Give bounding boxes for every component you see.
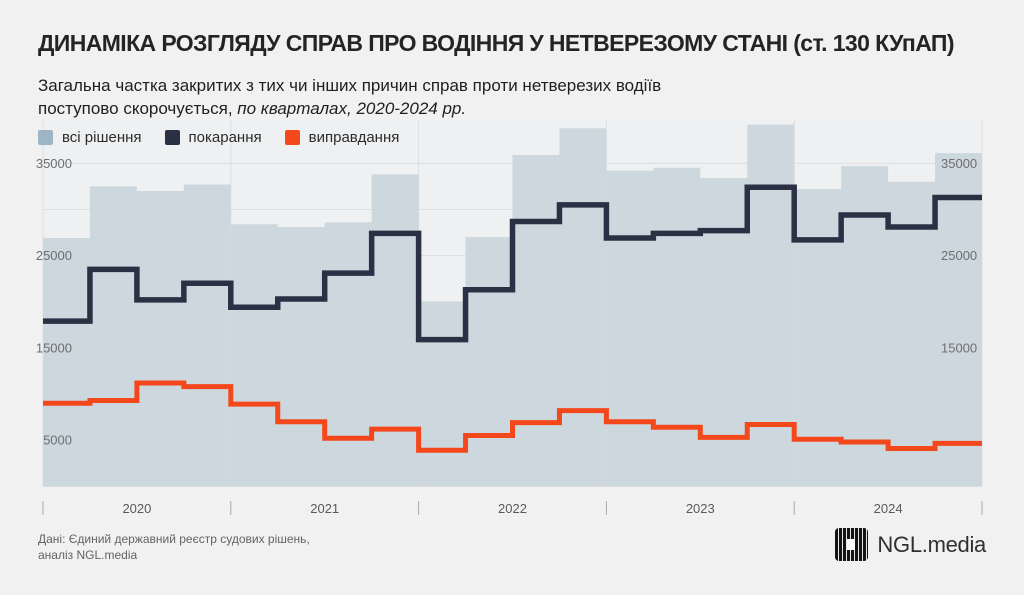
legend-label: виправдання <box>308 129 400 146</box>
y-tick-label: 35000 <box>36 156 72 171</box>
legend-label: всі рішення <box>62 129 142 146</box>
subtitle-line1: Загальна частка закритих з тих чи інших … <box>38 76 662 95</box>
x-tick-label: 2020 <box>122 501 151 516</box>
data-source-note: Дані: Єдиний державний реєстр судових рі… <box>38 531 310 563</box>
x-axis: 2020 2021 2022 2023 2024 <box>42 501 983 516</box>
page-title: ДИНАМІКА РОЗГЛЯДУ СПРАВ ПРО ВОДІННЯ У НЕ… <box>38 30 955 56</box>
line-acquittals <box>43 380 982 453</box>
chart-subtitle: Загальна частка закритих з тих чи інших … <box>38 74 798 120</box>
y-tick-label: 5000 <box>43 433 72 448</box>
x-tick-label: 2023 <box>686 501 715 516</box>
y-tick-label: 35000 <box>941 156 977 171</box>
legend-item-all-decisions: всі рішення <box>38 129 142 146</box>
legend-item-punishments: покарання <box>164 129 262 146</box>
x-tick-label: 2021 <box>310 501 339 516</box>
legend-item-acquittals: виправдання <box>284 129 400 146</box>
y-axis-left: 35000 25000 15000 5000 <box>36 156 72 448</box>
source-line2: аналіз NGL.media <box>38 548 138 562</box>
y-tick-label: 25000 <box>36 248 72 263</box>
x-tick-label: 2024 <box>874 501 903 516</box>
y-tick-label: 25000 <box>941 248 977 263</box>
punishments-swatch-icon <box>164 130 180 145</box>
ngl-media-logo: NGL.media <box>835 528 986 561</box>
ngl-logo-text: NGL.media <box>877 531 986 557</box>
source-line1: Дані: Єдиний державний реєстр судових рі… <box>38 532 310 546</box>
line-punishments <box>43 184 982 343</box>
y-axis-right: 35000 25000 15000 <box>941 156 977 356</box>
x-tick-label: 2022 <box>498 501 527 516</box>
acquittals-swatch-icon <box>284 130 300 145</box>
chart-legend: всі рішення покарання виправдання <box>38 129 399 146</box>
subtitle-line2: поступово скорочується, по кварталах, 20… <box>38 99 467 118</box>
legend-label: покарання <box>188 129 262 146</box>
y-tick-label: 15000 <box>36 340 72 355</box>
all-decisions-swatch-icon <box>38 130 53 145</box>
ngl-logo-icon <box>835 528 869 561</box>
y-tick-label: 15000 <box>941 340 977 355</box>
